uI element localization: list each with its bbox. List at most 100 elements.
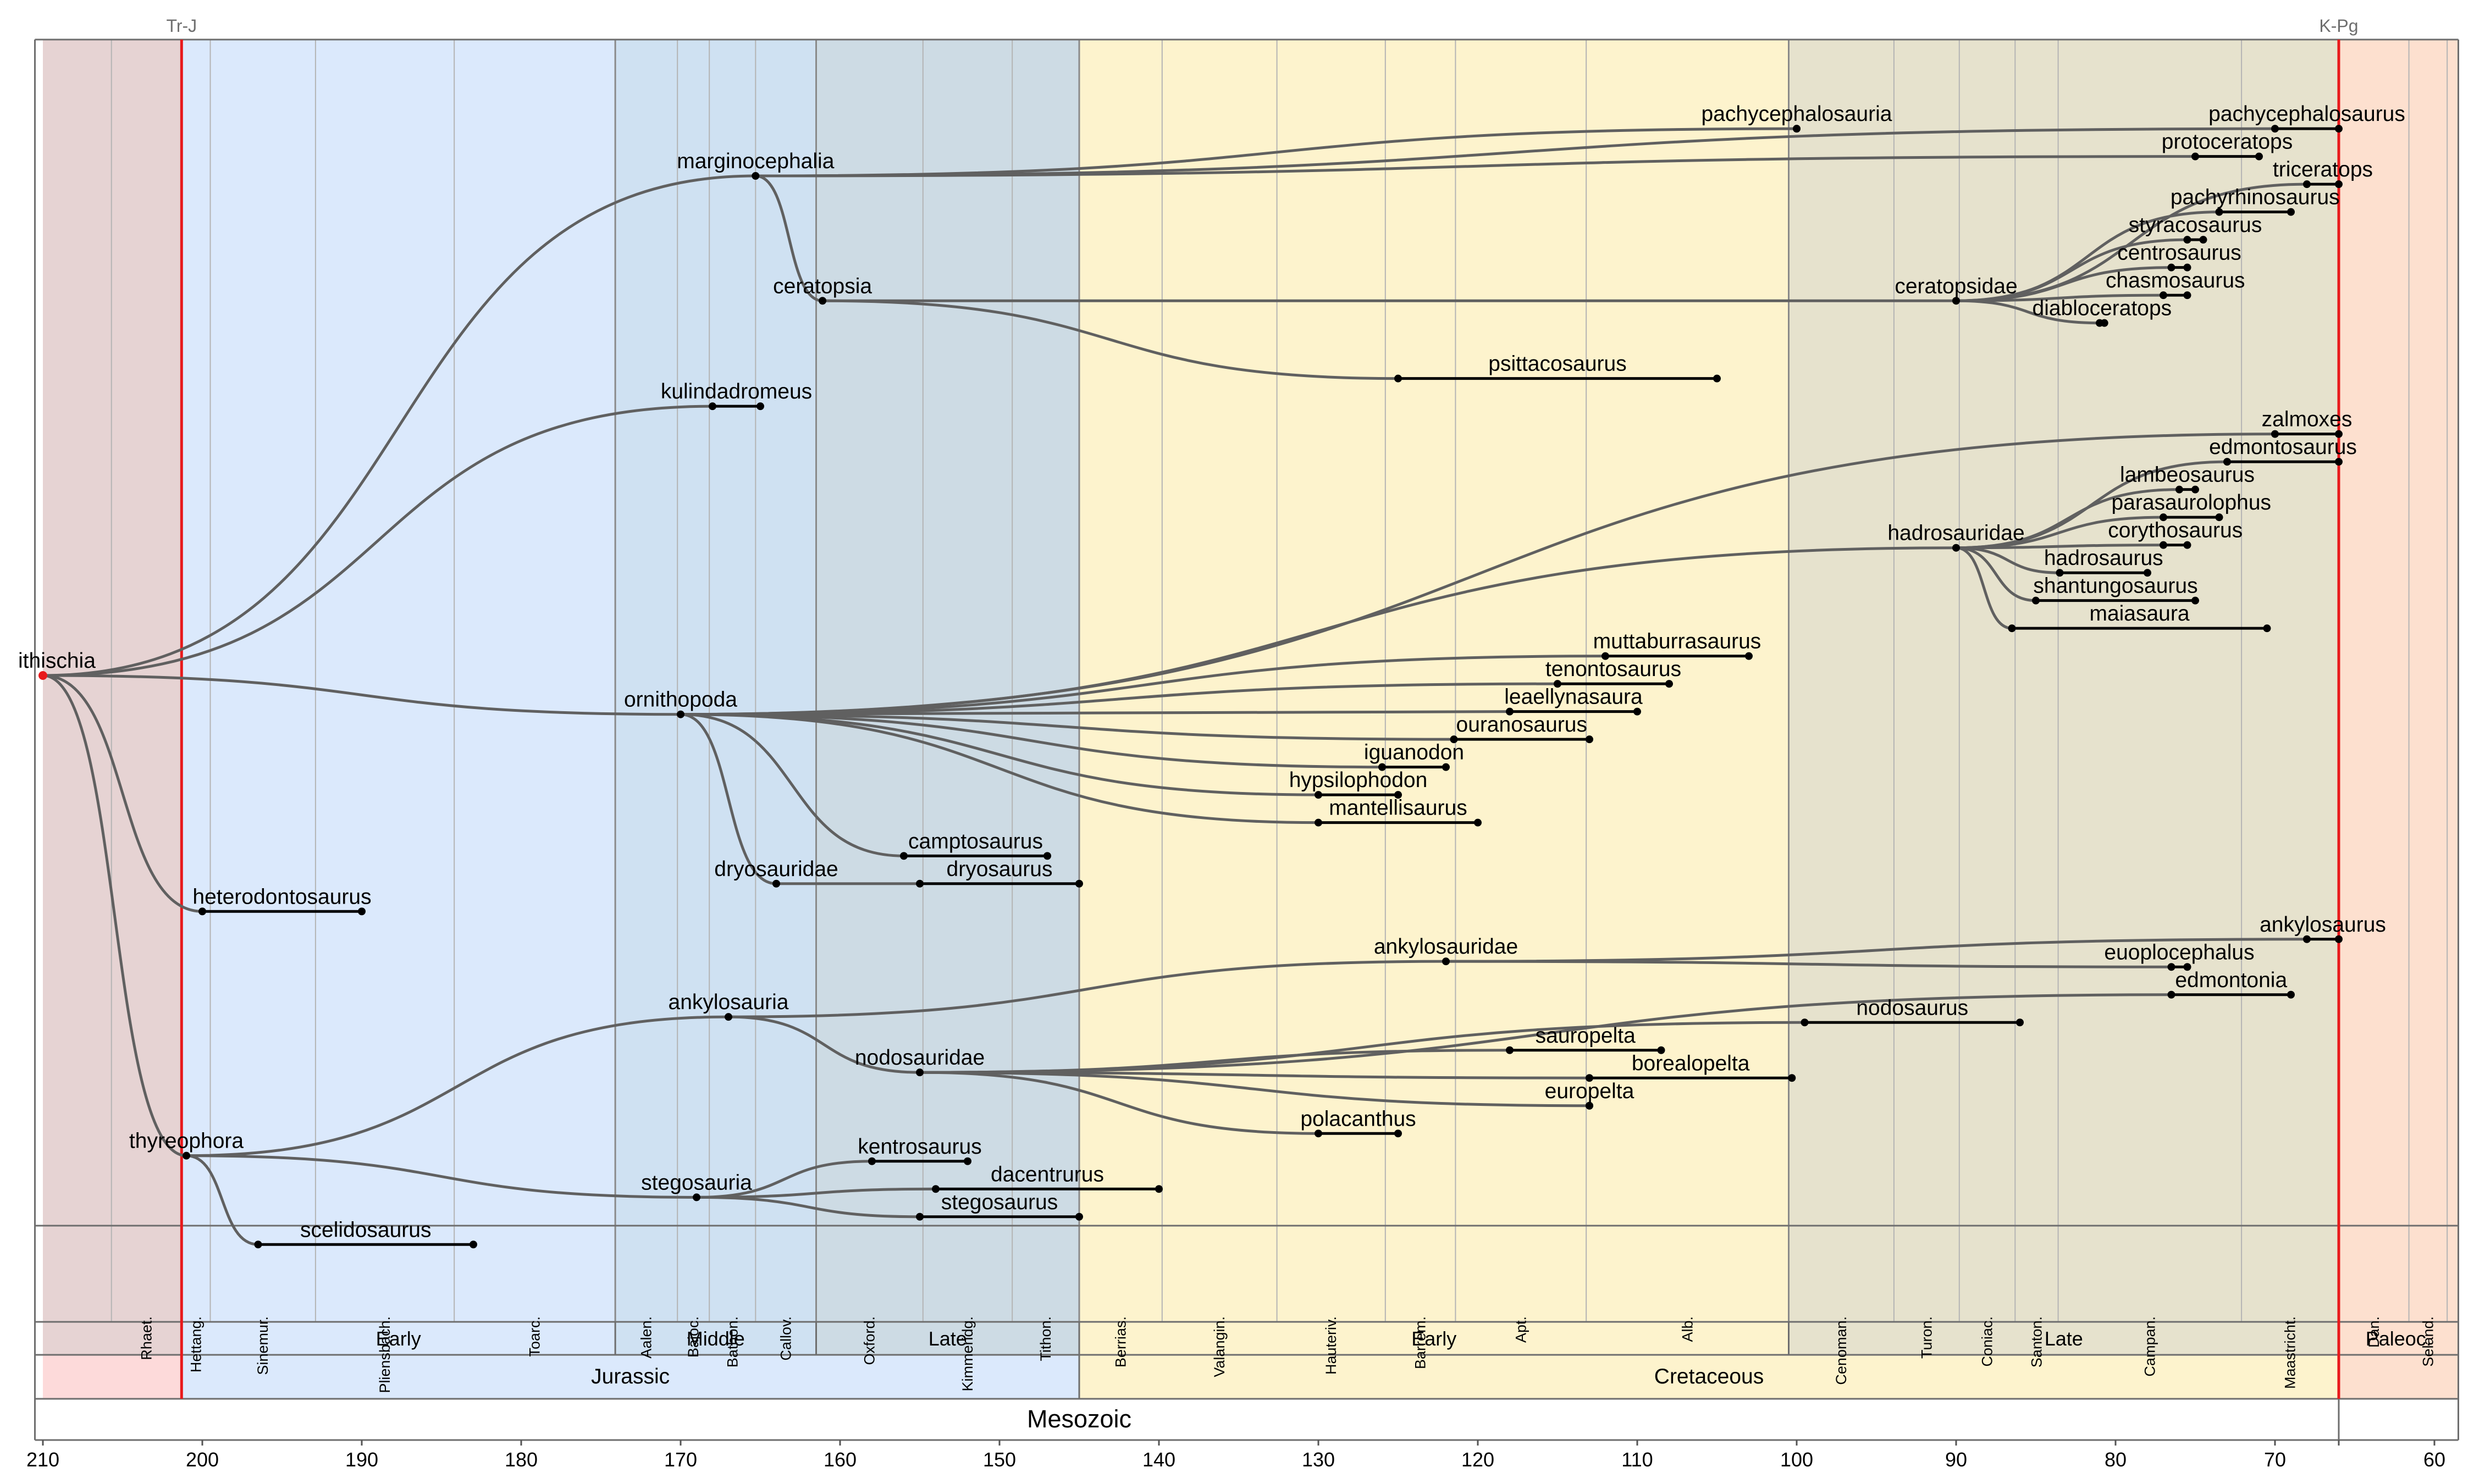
clade-label: thyreophora	[129, 1129, 244, 1153]
taxon-label: kulindadromeus	[661, 380, 812, 403]
axis-tick-label: 190	[345, 1448, 378, 1471]
axis-tick-label: 110	[1621, 1448, 1653, 1471]
branch-diabloceratops	[1954, 299, 2101, 325]
stage-label: Kimmeridg.	[959, 1316, 976, 1392]
node-thyreophora	[183, 1151, 190, 1160]
first-occurrence-heterodontosaurus	[198, 907, 206, 916]
taxon-label: stegosaurus	[941, 1190, 1058, 1214]
taxon-label: parasaurolophus	[2111, 491, 2271, 514]
branch-ouranosaurus	[679, 713, 1455, 741]
first-occurrence-maiasaura	[2008, 624, 2016, 633]
epoch-label: Late	[929, 1327, 967, 1350]
epoch-band-0	[43, 40, 182, 1355]
taxon-label: polacanthus	[1300, 1107, 1416, 1131]
last-occurrence-corythosaurus	[2183, 541, 2191, 549]
last-occurrence-borealopelta	[1788, 1074, 1796, 1082]
branch-polacanthus	[918, 1071, 1320, 1135]
clade-label: ankylosauria	[669, 990, 789, 1014]
taxon-label: pachycephalosauria	[1702, 102, 1892, 126]
taxon-ranges	[38, 125, 2343, 1249]
taxon-label: borealopelta	[1632, 1051, 1750, 1075]
last-occurrence-sauropelta	[1657, 1046, 1665, 1054]
branch-maiasaura	[1954, 546, 2013, 630]
stage-label: Berrias.	[1112, 1316, 1129, 1367]
node-marginocephalia	[752, 172, 760, 180]
taxon-label: ankylosaurus	[2260, 913, 2386, 937]
axis-tick-label: 160	[824, 1448, 857, 1471]
taxon-label: dryosaurus	[947, 857, 1053, 881]
first-occurrence-hypsilophodon	[1315, 791, 1322, 799]
axis-tick-label: 140	[1142, 1448, 1175, 1471]
stage-label: Bajoc.	[685, 1316, 702, 1358]
stage-label: Pliensbach.	[377, 1316, 393, 1393]
period-label: Cretaceous	[1654, 1365, 1764, 1388]
stage-label: Toarc.	[527, 1316, 543, 1357]
last-occurrence-chasmosaurus	[2183, 291, 2191, 300]
epoch-band-1	[181, 40, 616, 1355]
taxon-label: maiasaura	[2089, 602, 2189, 625]
stage-label: Coniac.	[1979, 1316, 1996, 1367]
branch-stegosaurus	[695, 1195, 921, 1219]
first-occurrence-sauropelta	[1506, 1046, 1514, 1054]
branch-camptosaurus	[679, 713, 905, 857]
time-axis: 210 200 190 180 170 160 150 140 130 120 110 100 90 80…	[26, 1440, 2445, 1471]
axis-tick-label: 210	[26, 1448, 59, 1471]
first-occurrence-chasmosaurus	[2160, 291, 2167, 300]
first-occurrence-polacanthus	[1315, 1129, 1322, 1138]
stage-label: Hauteriv.	[1323, 1316, 1339, 1375]
branch-marginocephalia	[41, 174, 757, 677]
taxon-label: lambeosaurus	[2120, 463, 2255, 487]
taxon-label: psittacosaurus	[1488, 352, 1626, 376]
first-occurrence-parasaurolophus	[2160, 513, 2167, 522]
first-occurrence-psittacosaurus	[1394, 374, 1402, 383]
stage-label: Alb.	[1679, 1316, 1696, 1342]
branch-centrosaurus	[1954, 266, 2173, 302]
branch-mantellisaurus	[679, 713, 1320, 824]
taxon-label: kentrosaurus	[858, 1135, 981, 1159]
stage-label: Aalen.	[638, 1316, 655, 1359]
epoch-band-5	[1788, 40, 2339, 1355]
taxon-label: pachycephalosaurus	[2208, 102, 2405, 126]
first-occurrence-kentrosaurus	[868, 1157, 876, 1165]
branch-borealopelta	[918, 1071, 1591, 1079]
last-occurrence-kentrosaurus	[964, 1157, 971, 1165]
epoch-label: Middle	[687, 1327, 745, 1350]
branch-dryosauridae	[679, 713, 778, 885]
first-occurrence-zalmoxes	[2271, 430, 2279, 438]
branch-psittacosaurus	[821, 299, 1400, 380]
axis-tick-label: 80	[2105, 1448, 2127, 1471]
stage-label: Bathon.	[724, 1316, 741, 1367]
last-occurrence-muttaburrasaurus	[1745, 652, 1753, 660]
branch-muttaburrasaurus	[679, 655, 1607, 716]
last-occurrence-edmontosaurus	[2335, 458, 2343, 466]
stage-label: Dan.	[2366, 1316, 2382, 1348]
branch-stegosauria	[185, 1154, 698, 1199]
period-band-2	[1079, 1355, 2339, 1399]
period-label: Jurassic	[591, 1365, 670, 1388]
axis-tick-label: 150	[983, 1448, 1016, 1471]
clade-label: stegosauria	[641, 1171, 752, 1194]
first-occurrence-ankylosaurus	[2303, 935, 2311, 943]
taxon-label: dacentrurus	[991, 1162, 1104, 1186]
last-occurrence-pachycephalosaurus	[2335, 125, 2343, 133]
first-occurrence-centrosaurus	[2167, 263, 2175, 272]
epoch-band-4	[1079, 40, 1789, 1355]
period-band-0	[43, 1355, 182, 1399]
first-occurrence-mantellisaurus	[1315, 818, 1322, 827]
epoch-band-3	[816, 40, 1079, 1355]
taxon-label: shantungosaurus	[2033, 574, 2197, 598]
first-occurrence-leaellynasaura	[1506, 707, 1514, 716]
clade-label: ceratopsia	[773, 274, 872, 298]
last-occurrence-camptosaurus	[1043, 852, 1051, 860]
branch-edmontonia	[918, 993, 2173, 1074]
taxon-label: camptosaurus	[908, 829, 1043, 853]
last-occurrence-polacanthus	[1394, 1129, 1402, 1138]
taxon-label: diabloceratops	[2033, 297, 2172, 320]
taxon-label: leaellynasaura	[1504, 685, 1643, 709]
branch-protoceratops	[754, 155, 2197, 178]
axis-tick-label: 70	[2264, 1448, 2286, 1471]
branch-ankylosaurus	[1444, 938, 2309, 963]
root-label: ithischia	[18, 649, 96, 673]
branch-corythosaurus	[1954, 544, 2165, 550]
